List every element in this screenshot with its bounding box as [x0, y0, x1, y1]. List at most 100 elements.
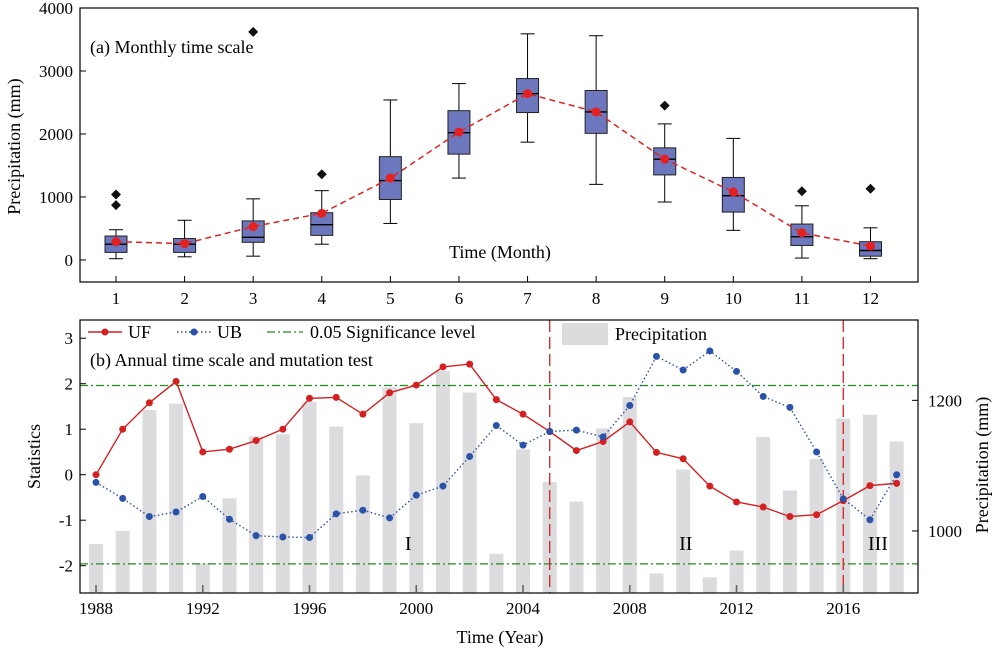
ub-point-1989	[119, 494, 127, 502]
mean-point	[728, 187, 738, 197]
uf-point-2014	[786, 513, 794, 521]
x-tick-label-a: 2	[180, 289, 189, 308]
plot-frame-a	[79, 7, 919, 283]
precip-bar-1990	[142, 410, 157, 593]
ub-point-1996	[306, 533, 314, 541]
ub-point-2008	[626, 402, 634, 410]
ub-point-2014	[786, 403, 794, 411]
precip-bar-2006	[569, 501, 584, 593]
x-tick-label-a: 7	[523, 289, 532, 308]
x-tick-label-a: 4	[318, 289, 327, 308]
x-tick-label-a: 9	[660, 289, 669, 308]
precip-bar-2011	[702, 577, 717, 593]
precip-bar-2004	[516, 449, 531, 593]
legend-ub-marker	[190, 328, 198, 336]
outlier-point	[865, 183, 876, 194]
period-label-II: II	[679, 533, 692, 555]
mean-point	[385, 173, 395, 183]
ub-point-2013	[759, 392, 767, 400]
box-month-1	[104, 229, 128, 260]
precip-bar-2015	[809, 459, 824, 593]
y-tick-label-b: 1	[65, 420, 74, 439]
uf-line	[95, 363, 897, 518]
mean-trend-line	[115, 92, 871, 247]
ub-point-2004	[519, 441, 527, 449]
x-tick-label-b: 2000	[399, 599, 433, 618]
ub-point-2010	[679, 366, 687, 374]
x-tick-label-b: 2012	[720, 599, 754, 618]
uf-point-1992	[199, 448, 207, 456]
precip-bar-1998	[355, 475, 370, 593]
precip-bar-2017	[862, 414, 877, 593]
mean-point	[180, 239, 190, 249]
plot-frame-b	[79, 319, 919, 594]
ub-point-1990	[145, 513, 153, 521]
panel-label-b: (b) Annual time scale and mutation test	[90, 350, 373, 371]
outlier-point	[248, 26, 259, 37]
box-month-5	[378, 99, 402, 224]
ub-point-2009	[652, 352, 660, 360]
precip-bar-1999	[382, 387, 397, 593]
ub-point-2016	[839, 495, 847, 503]
precip-bar-2001	[435, 370, 450, 593]
y-tick-label-a: 1000	[39, 188, 73, 207]
x-tick-label-b: 2008	[613, 599, 647, 618]
ub-point-2002	[466, 453, 474, 460]
precip-bar-2003	[489, 553, 504, 593]
mean-point	[797, 228, 807, 238]
outlier-point	[796, 186, 807, 197]
period-label-III: III	[868, 533, 888, 555]
box-month-10	[721, 137, 745, 231]
ub-line	[95, 350, 898, 539]
y-tick-label-a: 3000	[39, 62, 73, 81]
ub-point-2015	[813, 448, 821, 456]
uf-point-2015	[813, 511, 821, 519]
precip-bar-2007	[596, 428, 611, 593]
y-tick-label-b: 0	[65, 466, 74, 485]
y2-tick-label-b: 1200	[928, 391, 962, 410]
ub-point-1993	[225, 515, 233, 523]
precip-bar-2009	[649, 573, 664, 593]
precip-bar-2010	[676, 469, 691, 593]
uf-point-2001	[439, 363, 447, 371]
precip-bar-1992	[195, 563, 210, 593]
ub-point-2012	[733, 367, 741, 375]
uf-point-2012	[733, 498, 741, 506]
outlier-point	[659, 100, 670, 111]
uf-point-1994	[252, 437, 260, 445]
precip-bar-1994	[249, 436, 264, 593]
precip-bar-1991	[169, 403, 184, 593]
y-tick-label-a: 4000	[39, 0, 73, 18]
uf-point-1999	[386, 389, 394, 397]
uf-point-2010	[679, 455, 687, 463]
uf-point-1995	[279, 425, 287, 433]
y2-tick-label-b: 1000	[928, 522, 962, 541]
uf-point-2011	[706, 482, 714, 490]
uf-point-1998	[359, 410, 367, 418]
precip-bar-2002	[462, 392, 477, 593]
uf-point-1993	[225, 445, 233, 453]
ub-point-2005	[546, 427, 554, 435]
box-month-7	[516, 33, 540, 143]
panel-b-annual-mutation-test: -2 -1 0 1 2 3 1000 1200 1988 1992 1996 2000 2004 2008…	[24, 319, 993, 648]
precip-bar-1993	[222, 498, 237, 593]
x-tick-label-b: 1992	[186, 599, 220, 618]
uf-point-2013	[759, 503, 767, 511]
precip-bar-2012	[729, 550, 744, 593]
uf-point-1997	[332, 393, 340, 401]
uf-point-1990	[145, 399, 153, 407]
uf-point-2004	[519, 410, 527, 418]
uf-point-2006	[572, 447, 580, 455]
uf-point-1989	[119, 425, 127, 433]
ub-point-2000	[412, 491, 420, 499]
panel-label-a: (a) Monthly time scale	[90, 37, 253, 58]
mean-point	[248, 222, 258, 232]
legend-precip-swatch	[562, 323, 608, 345]
x-axis-title-a: Time (Month)	[449, 242, 551, 263]
ub-point-1998	[359, 506, 367, 514]
y-tick-label-a: 2000	[39, 125, 73, 144]
uf-point-2003	[492, 396, 500, 404]
mean-point	[454, 127, 464, 137]
y-axis-title-b: Statistics	[24, 424, 44, 489]
uf-point-1996	[306, 394, 314, 402]
